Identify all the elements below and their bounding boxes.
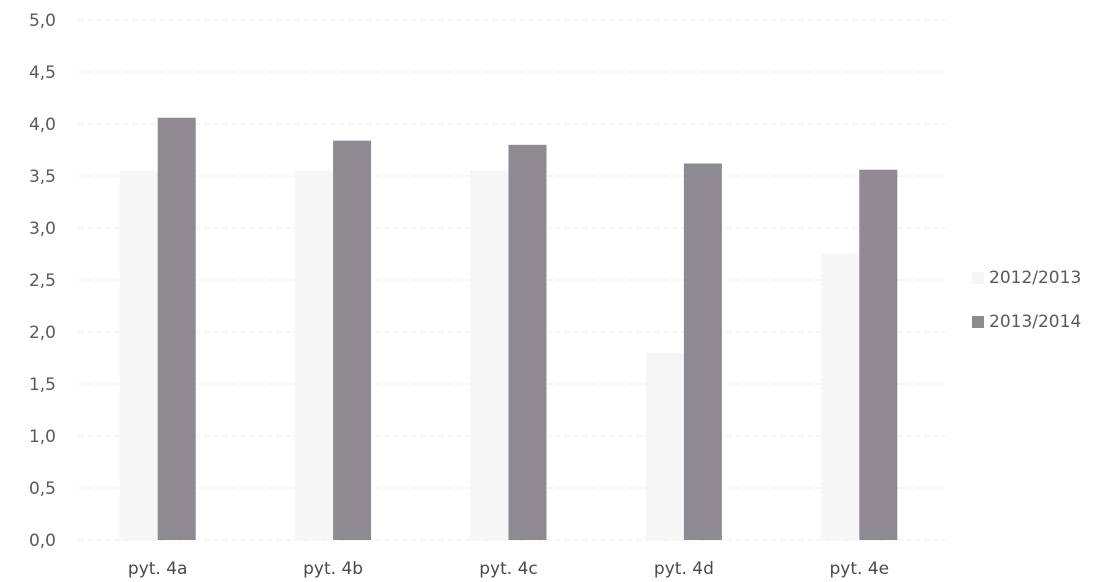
bar-2012-2013-pyt-4b xyxy=(295,170,334,541)
y-tick-label: 3,5 xyxy=(29,167,56,187)
legend: 2012/2013 2013/2014 xyxy=(972,266,1092,354)
legend-label-2012-2013: 2012/2013 xyxy=(989,268,1082,288)
y-tick-label: 0,0 xyxy=(29,531,56,551)
legend-item-2012-2013: 2012/2013 xyxy=(972,266,1092,290)
x-axis-tick-labels: pyt. 4a pyt. 4b pyt. 4c pyt. 4d pyt. 4e xyxy=(128,559,889,579)
bars xyxy=(119,117,898,541)
x-tick-label: pyt. 4b xyxy=(303,559,363,579)
bar-2013-2014-pyt-4d xyxy=(683,163,722,540)
x-tick-label: pyt. 4c xyxy=(479,559,538,579)
bar-2013-2014-pyt-4e xyxy=(859,169,898,540)
x-tick-label: pyt. 4a xyxy=(128,559,188,579)
legend-swatch-2012-2013 xyxy=(972,272,984,284)
bar-2013-2014-pyt-4c xyxy=(508,144,547,541)
y-tick-label: 2,0 xyxy=(29,323,56,343)
y-tick-label: 4,5 xyxy=(29,63,56,83)
bar-2013-2014-pyt-4b xyxy=(333,140,372,540)
legend-swatch-2013-2014 xyxy=(972,316,984,328)
y-axis-tick-labels: 0,0 0,5 1,0 1,5 2,0 2,5 3,0 3,5 4,0 4,5 5,0 xyxy=(29,11,56,551)
y-tick-label: 0,5 xyxy=(29,479,56,499)
legend-label-2013-2014: 2013/2014 xyxy=(989,312,1082,332)
bar-2012-2013-pyt-4d xyxy=(645,352,684,540)
bar-2012-2013-pyt-4c xyxy=(470,170,509,541)
bar-2013-2014-pyt-4a xyxy=(157,117,196,540)
y-tick-label: 1,5 xyxy=(29,375,56,395)
y-tick-label: 2,5 xyxy=(29,271,56,291)
y-tick-label: 5,0 xyxy=(29,11,56,31)
legend-item-2013-2014: 2013/2014 xyxy=(972,310,1092,334)
bar-2012-2013-pyt-4e xyxy=(821,254,860,540)
x-tick-label: pyt. 4e xyxy=(829,559,889,579)
y-tick-label: 1,0 xyxy=(29,427,56,447)
y-tick-label: 4,0 xyxy=(29,115,56,135)
y-tick-label: 3,0 xyxy=(29,219,56,239)
bar-2012-2013-pyt-4a xyxy=(119,170,158,541)
x-tick-label: pyt. 4d xyxy=(654,559,714,579)
